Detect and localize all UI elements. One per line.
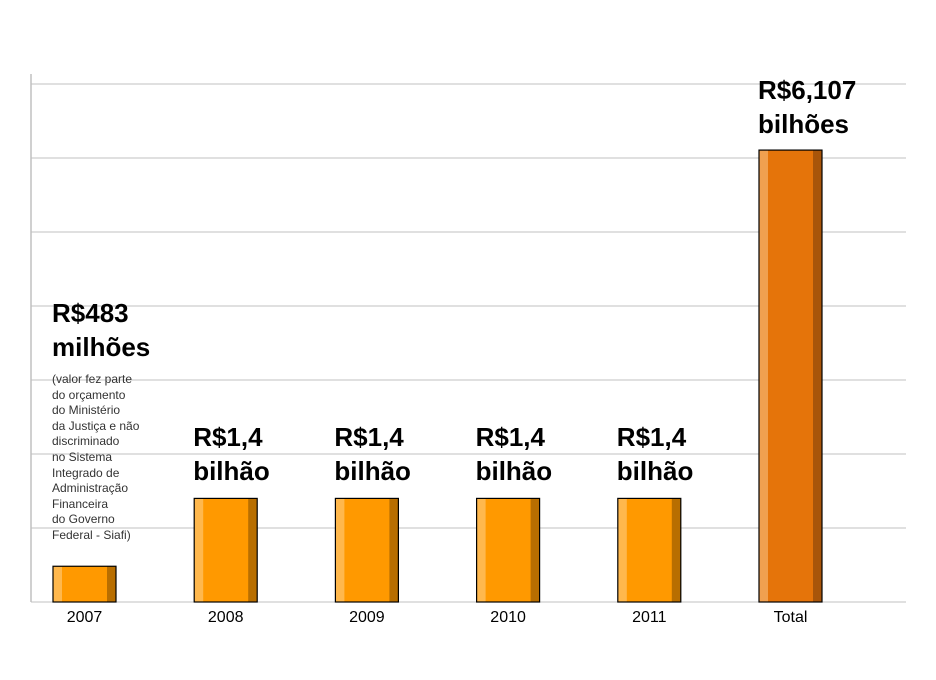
data-label-value: R$1,4 [193, 422, 263, 453]
data-label: R$483 milhões [52, 296, 150, 364]
annotation-line: do Ministério [52, 403, 121, 418]
bar-outline [617, 497, 682, 603]
data-label-unit: bilhão [193, 456, 270, 487]
bar-shadow [530, 498, 540, 602]
data-label: R$1,4 bilhão [334, 420, 411, 488]
bar-highlight [53, 566, 62, 602]
bar-shadow [813, 150, 822, 602]
x-tick-label: 2008 [207, 609, 244, 626]
annotation-line: do orçamento [52, 387, 126, 402]
bar-highlight [617, 498, 627, 602]
annotation-line: Federal - Siafi) [52, 527, 131, 542]
annotation-line: (valor fez parte [52, 372, 133, 386]
data-label: R$1,4 bilhão [476, 420, 553, 488]
data-label-value: R$1,4 [334, 422, 404, 453]
x-tick-label: 2009 [349, 609, 385, 626]
data-label-value: R$1,4 [616, 422, 687, 453]
annotation-note: (valor fez parte do orçamento do Ministéri… [52, 372, 139, 544]
annotation-line: discriminado [52, 434, 120, 449]
x-tick-label: 2010 [490, 609, 526, 626]
bar-shadow [389, 498, 399, 602]
bar-shadow [248, 498, 258, 602]
bar-outline [758, 149, 823, 603]
bar-highlight [759, 150, 768, 602]
data-label-value: R$1,4 [475, 422, 545, 453]
bar-2007 [53, 566, 116, 602]
bar-shadow [671, 498, 681, 602]
data-label-unit: bilhão [475, 456, 553, 487]
data-label-unit: bilhão [616, 456, 694, 487]
data-label: R$6,107 bilhões [758, 73, 856, 141]
bar-shadow [107, 566, 116, 602]
annotation-line: da Justiça e não [52, 418, 140, 433]
data-label-value: R$483 [52, 298, 129, 328]
annotation-line: do Governo [52, 512, 115, 527]
bar-2009 [335, 498, 399, 602]
x-tick-label: 2011 [632, 609, 667, 626]
bar-2011 [617, 498, 681, 602]
bar-outline [334, 497, 399, 603]
bar-highlight [194, 498, 204, 602]
bar-outline [193, 497, 258, 603]
annotation-line: no Sistema [52, 449, 113, 464]
bar-2010 [476, 498, 540, 602]
x-tick-label: Total [773, 609, 808, 626]
annotation-line: Administração [52, 481, 129, 496]
data-label-value: R$6,107 [758, 75, 857, 105]
bar-total [759, 150, 822, 602]
bar-outline [476, 497, 541, 603]
annotation-line: Financeira [52, 496, 109, 511]
x-tick-label: 2007 [66, 609, 103, 626]
data-label-unit: bilhão [334, 456, 411, 487]
bar-outline [52, 565, 117, 603]
data-label-unit: milhões [52, 332, 151, 362]
data-label-unit: bilhões [758, 109, 850, 139]
bar-highlight [335, 498, 345, 602]
data-label: R$1,4 bilhão [617, 420, 694, 488]
bar-highlight [476, 498, 486, 602]
data-label: R$1,4 bilhão [193, 420, 270, 488]
bar-2008 [194, 498, 258, 602]
annotation-line: Integrado de [52, 465, 120, 480]
